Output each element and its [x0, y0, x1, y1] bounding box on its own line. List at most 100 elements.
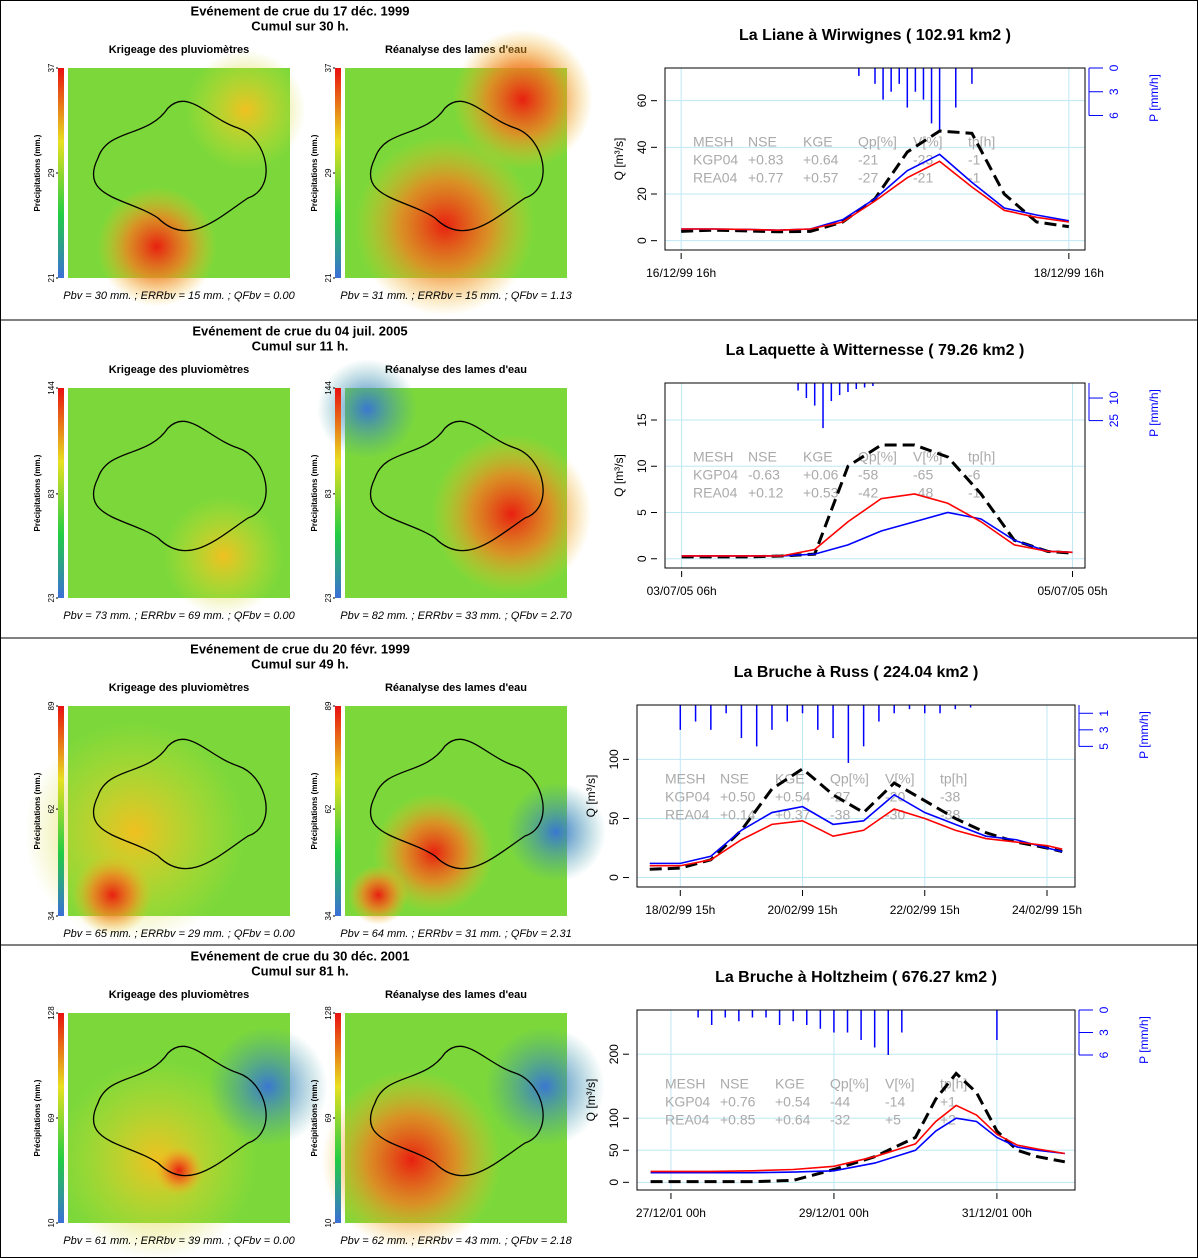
stats-cell: -1 — [968, 152, 981, 168]
y2-label: P [mm/h] — [1147, 74, 1161, 122]
series-line — [650, 1104, 1065, 1173]
chart-title: La Bruche à Holtzheim ( 676.27 km2 ) — [715, 969, 997, 986]
map-caption: Pbv = 64 mm. ; ERRbv = 31 mm. ; QFbv = 2… — [340, 928, 571, 940]
y-label: Q [m³/s] — [612, 138, 626, 181]
stats-header: KGE — [775, 1076, 805, 1092]
colorbar-tick-label: 69 — [47, 1113, 56, 1122]
event-title: Evénement de crue du 17 déc. 1999 — [191, 3, 410, 18]
y-tick-label: 50 — [607, 1143, 621, 1157]
stats-cell: -27 — [830, 789, 850, 805]
chart-title: La Laquette à Witternesse ( 79.26 km2 ) — [726, 342, 1025, 359]
event-cumul: Cumul sur 81 h. — [251, 963, 349, 978]
stats-cell: +0.64 — [803, 152, 839, 168]
stats-cell: -0.63 — [748, 467, 780, 483]
colorbar-tick-label: 23 — [324, 593, 333, 602]
stats-header: MESH — [693, 134, 733, 150]
colorbar-tick-label: 37 — [47, 63, 56, 72]
stats-header: NSE — [720, 771, 749, 787]
colorbar-tick-label: 62 — [47, 804, 56, 813]
map-blob — [348, 865, 409, 925]
colorbar-tick-label: 128 — [324, 1006, 333, 1020]
y2-label: P [mm/h] — [1137, 711, 1151, 759]
stats-header: NSE — [720, 1076, 749, 1092]
stats-cell: -65 — [913, 467, 933, 483]
y2-tick-label: 10 — [1107, 391, 1121, 405]
stats-cell: -32 — [830, 1112, 850, 1128]
stats-header: Qp[%] — [858, 134, 897, 150]
stats-header: KGE — [803, 134, 833, 150]
y-tick-label: 40 — [635, 140, 649, 154]
stats-header: V[%] — [885, 771, 915, 787]
x-tick-label: 03/07/05 06h — [647, 584, 717, 598]
map-blob — [452, 29, 593, 170]
event-title: Evénement de crue du 30 déc. 2001 — [191, 948, 410, 963]
plot-frame — [664, 67, 1086, 251]
stats-cell: REA04 — [665, 807, 710, 823]
colorbar-label: Précipitations (mm.) — [33, 454, 42, 531]
stats-cell: +0.77 — [748, 170, 784, 186]
stats-cell: +0.54 — [775, 789, 811, 805]
event-cumul: Cumul sur 11 h. — [252, 338, 349, 353]
map-title: Krigeage des pluviomètres — [109, 44, 250, 56]
catchment-outline — [92, 420, 267, 552]
y-tick-label: 15 — [635, 413, 649, 427]
series-line — [681, 493, 1073, 557]
plot-frame — [636, 704, 1076, 888]
stats-cell: -21 — [858, 152, 878, 168]
stats-header: NSE — [748, 134, 777, 150]
catchment-outline — [369, 420, 544, 552]
series-line — [649, 793, 1063, 865]
stats-cell: -20 — [885, 789, 905, 805]
series-line — [681, 511, 1073, 557]
stats-cell: -48 — [913, 485, 933, 501]
stats-header: KGE — [803, 449, 833, 465]
plot-frame — [664, 382, 1086, 569]
map-caption: Pbv = 65 mm. ; ERRbv = 29 mm. ; QFbv = 0… — [63, 928, 295, 940]
stats-cell: +0.85 — [720, 1112, 756, 1128]
y-tick-label: 0 — [607, 1179, 621, 1186]
catchment-outline — [369, 100, 544, 232]
map-title: Réanalyse des lames d'eau — [385, 682, 527, 694]
stats-header: Qp[%] — [858, 449, 897, 465]
stats-cell: KGP04 — [665, 789, 710, 805]
colorbar — [58, 1013, 64, 1223]
map-caption: Pbv = 82 mm. ; ERRbv = 33 mm. ; QFbv = 2… — [340, 610, 572, 622]
x-tick-label: 29/12/01 00h — [799, 1206, 869, 1220]
catchment-outline — [92, 1045, 267, 1177]
y2-tick-label: 3 — [1107, 88, 1121, 95]
colorbar — [335, 388, 341, 598]
stats-cell: REA04 — [665, 1112, 710, 1128]
colorbar-tick-label: 144 — [47, 381, 56, 395]
stats-cell: +0.76 — [720, 1094, 756, 1110]
x-tick-label: 27/12/01 00h — [636, 1206, 706, 1220]
y2-tick-label: 1 — [1097, 710, 1111, 717]
x-tick-label: 24/02/99 15h — [1012, 903, 1082, 917]
colorbar-tick-label: 83 — [324, 489, 333, 498]
colorbar-tick-label: 89 — [47, 701, 56, 710]
map-blob — [163, 496, 284, 616]
stats-cell: -44 — [830, 1094, 850, 1110]
colorbar-tick-label: 21 — [324, 273, 333, 282]
colorbar-tick-label: 69 — [324, 1113, 333, 1122]
stats-header: MESH — [693, 449, 733, 465]
y2-tick-label: 0 — [1107, 64, 1121, 71]
map-blob — [96, 186, 217, 307]
map-blob — [154, 1145, 204, 1196]
colorbar-label: Précipitations (mm.) — [310, 772, 319, 849]
colorbar-label: Précipitations (mm.) — [33, 772, 42, 849]
plot-frame — [636, 1009, 1076, 1191]
y-tick-label: 5 — [635, 509, 649, 516]
stats-cell: KGP04 — [665, 1094, 710, 1110]
map-caption: Pbv = 31 mm. ; ERRbv = 15 mm. ; QFbv = 1… — [340, 290, 572, 302]
colorbar — [58, 388, 64, 598]
map-title: Krigeage des pluviomètres — [109, 682, 250, 694]
stats-cell: -14 — [885, 1094, 905, 1110]
event-cumul: Cumul sur 30 h. — [251, 18, 349, 33]
catchment-outline — [369, 738, 544, 870]
y2-tick-label: 6 — [1107, 112, 1121, 119]
map-blob — [431, 434, 592, 594]
series-line — [649, 808, 1063, 867]
chart-title: La Liane à Wirwignes ( 102.91 km2 ) — [739, 27, 1011, 44]
colorbar-tick-label: 23 — [47, 593, 56, 602]
colorbar-tick-label: 83 — [47, 489, 56, 498]
